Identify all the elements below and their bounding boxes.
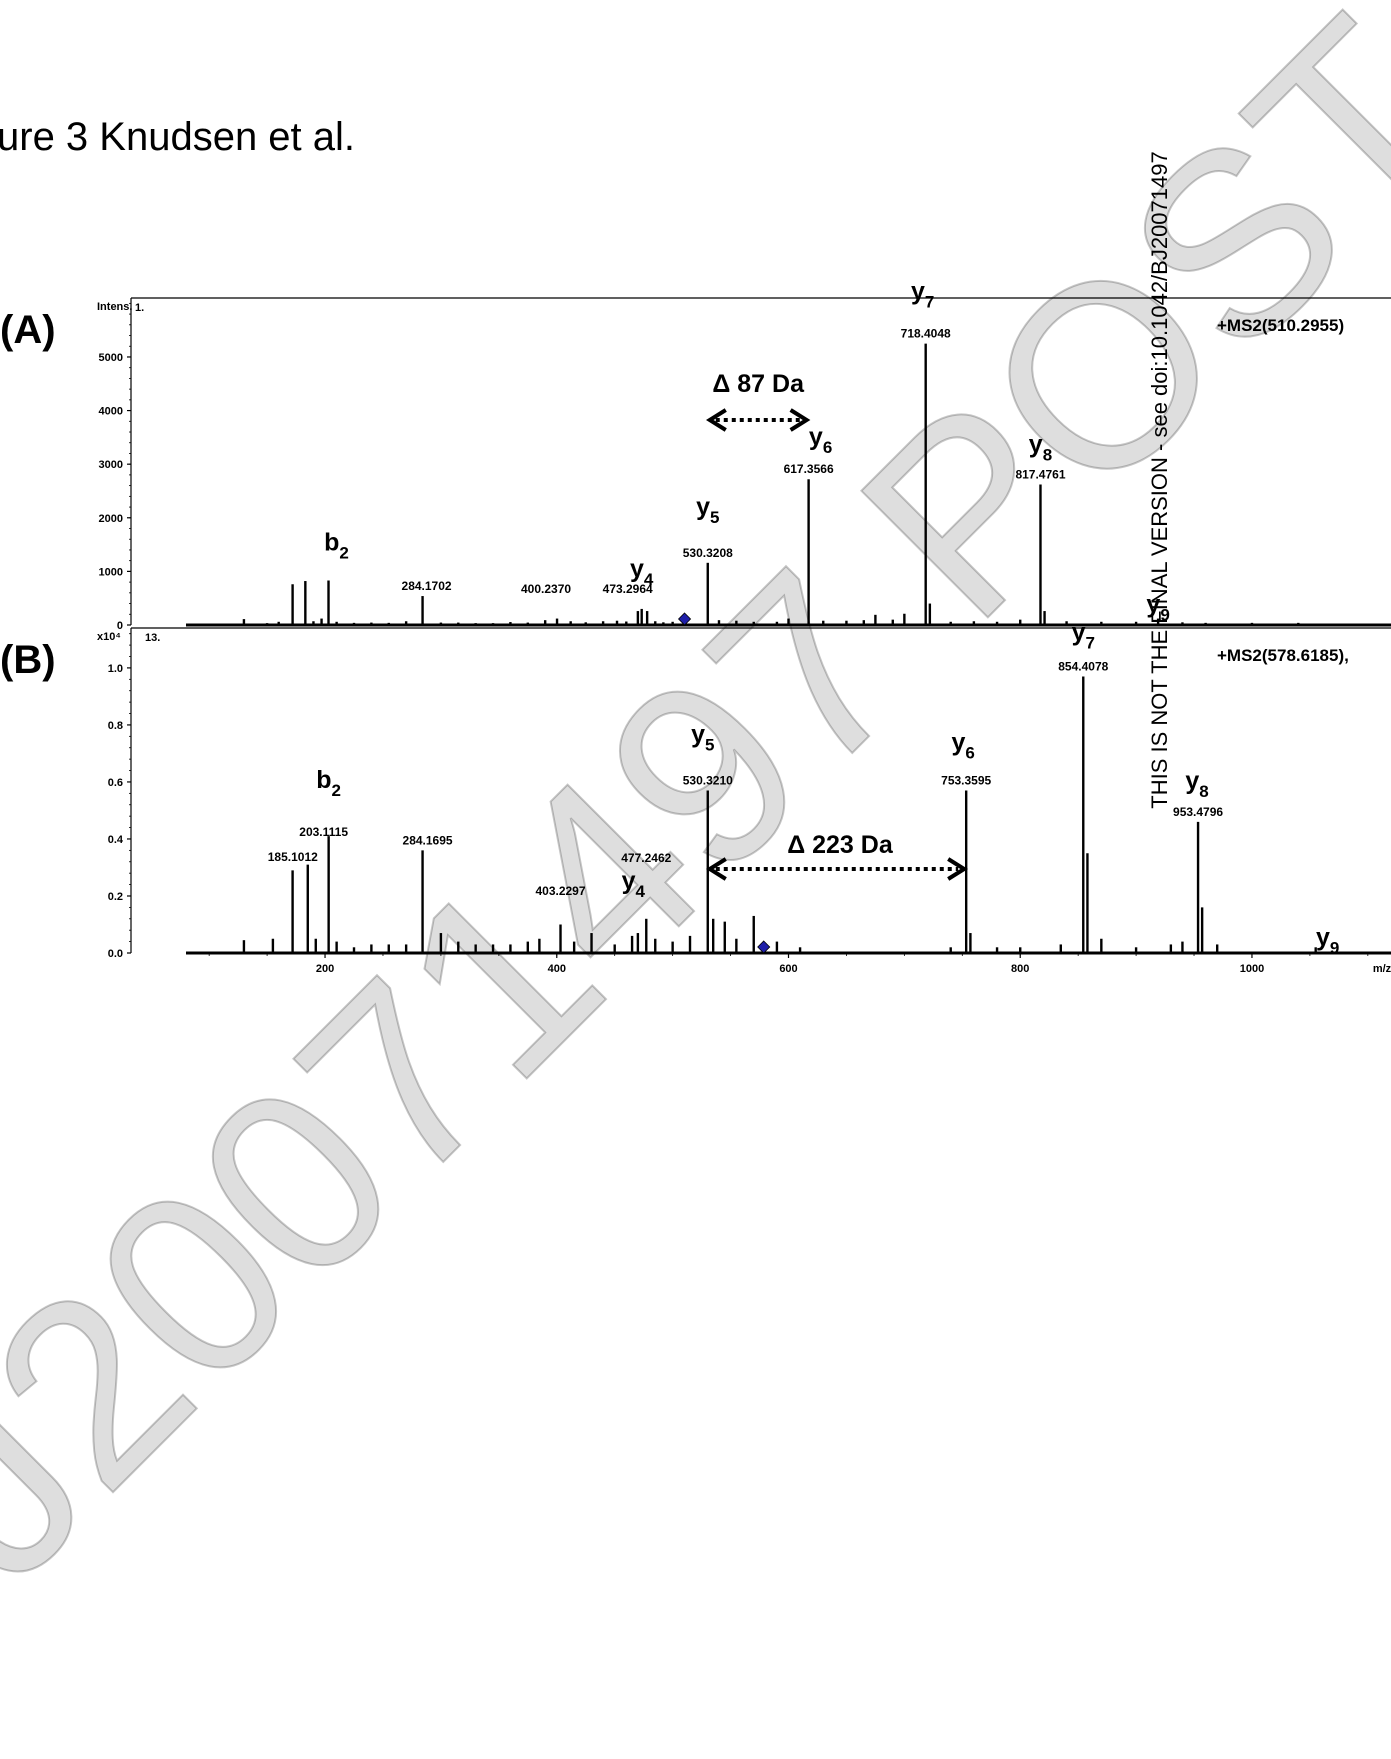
compound-label: 13. — [145, 632, 160, 644]
peak-mz-label: 817.4761 — [1015, 468, 1065, 482]
peak-mz-label: 854.4078 — [1058, 659, 1108, 673]
y-tick-label: 0.0 — [108, 948, 123, 960]
x-tick-label: 600 — [779, 963, 797, 975]
ion-label-y8: y8 — [1185, 767, 1208, 801]
ion-label-b2: b2 — [316, 766, 341, 800]
delta-label: Δ 223 Da — [787, 831, 894, 859]
y-tick-label: 0.6 — [108, 777, 123, 789]
peak-mz-label: 753.3595 — [941, 774, 991, 788]
ion-label-y4: y4 — [630, 555, 654, 589]
y-tick-label: 1000 — [99, 566, 123, 578]
ion-label-y4: y4 — [622, 867, 646, 901]
y-axis-label: Intens. — [97, 301, 132, 313]
peak-mz-label: 203.1115 — [299, 825, 348, 839]
precursor-marker — [757, 940, 771, 954]
panel-label: (B) — [0, 638, 56, 682]
peak-mz-label: 185.1012 — [268, 850, 318, 864]
spectrum-panel-a: 0 1000 2000 3000 4000 5000 Intens. 1. (A) +MS2(51… — [0, 278, 1391, 632]
x-tick-label: 400 — [548, 963, 566, 975]
peak-mz-label: 953.4796 — [1173, 805, 1223, 819]
spectra-chart: 0 1000 2000 3000 4000 5000 Intens. 1. (A) +MS2(51… — [0, 278, 1391, 975]
y-axis-label: x10⁴ — [97, 631, 121, 643]
ion-label-y9: y9 — [1146, 591, 1169, 625]
peak-mz-label: 473.2964 — [603, 582, 653, 596]
y-tick-label: 4000 — [99, 406, 123, 418]
y-tick-label: 0.8 — [108, 720, 123, 732]
ion-label-y7: y7 — [911, 278, 934, 312]
delta-arrow — [705, 857, 968, 881]
peak-mz-label: 477.2462 — [621, 851, 671, 865]
x-tick-label: 1000 — [1240, 963, 1264, 975]
y-tick-label: 1.0 — [108, 663, 123, 675]
delta-arrow-head-left — [705, 408, 727, 432]
y-tick-label: 5000 — [99, 352, 123, 364]
y-tick-label: 0.2 — [108, 891, 123, 903]
y-tick-label: 3000 — [99, 459, 123, 471]
y-tick-label: 0.4 — [108, 834, 124, 846]
ion-label-y6: y6 — [809, 423, 832, 457]
y-tick-label: 2000 — [99, 513, 123, 525]
peak-mz-label: 400.2370 — [521, 582, 571, 596]
ion-label-y5: y5 — [691, 721, 714, 755]
peak-mz-label: 530.3208 — [683, 546, 733, 560]
ion-label-y7: y7 — [1072, 618, 1095, 652]
panel-label: (A) — [0, 308, 56, 352]
delta-arrow — [705, 408, 811, 432]
ion-label-y6: y6 — [952, 729, 975, 763]
peak-mz-label: 530.3210 — [683, 774, 733, 788]
y-tick-label: 0 — [117, 620, 123, 632]
x-axis-label: m/z — [1373, 963, 1391, 975]
precursor-marker — [677, 612, 692, 626]
spectrum-label: +MS2(510.2955) — [1217, 316, 1344, 335]
delta-arrow-head-left — [705, 857, 727, 881]
ion-label-y5: y5 — [696, 493, 719, 527]
ion-label-y9: y9 — [1316, 923, 1339, 957]
peak-mz-label: 403.2297 — [535, 884, 585, 898]
peak-mz-label: 718.4048 — [901, 327, 951, 341]
ion-label-b2: b2 — [324, 529, 349, 563]
doi-notice: THIS IS NOT THE FINAL VERSION - see doi:… — [1147, 151, 1172, 809]
figure-title: ure 3 Knudsen et al. — [0, 115, 356, 159]
spectrum-panel-b: 0.0 0.2 0.4 0.6 0.8 1.0 200 400 600 800 1000 m/z x10… — [0, 618, 1391, 975]
peak-mz-label: 617.3566 — [784, 462, 834, 476]
x-tick-label: 200 — [316, 963, 334, 975]
compound-label: 1. — [135, 302, 144, 314]
delta-arrow-head-right — [789, 408, 811, 432]
delta-arrow-head-right — [947, 857, 968, 881]
ion-label-y8: y8 — [1029, 431, 1052, 465]
peak-mz-label: 284.1702 — [402, 579, 452, 593]
peak-mz-label: 284.1695 — [403, 833, 453, 847]
delta-label: Δ 87 Da — [712, 370, 805, 398]
spectrum-label: +MS2(578.6185), — [1217, 646, 1349, 665]
x-tick-label: 800 — [1011, 963, 1029, 975]
